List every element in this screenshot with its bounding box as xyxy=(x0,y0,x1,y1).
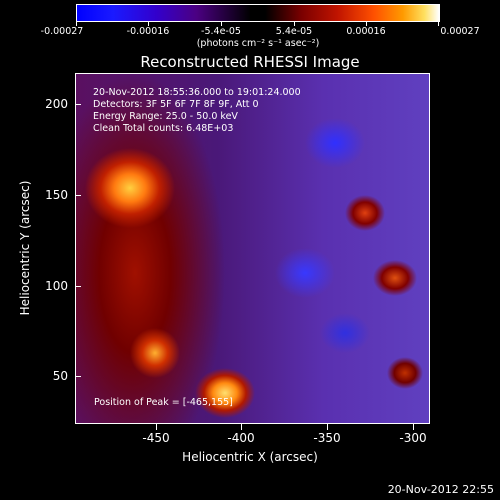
y-tick xyxy=(75,286,81,287)
image-title: Reconstructed RHESSI Image xyxy=(140,53,360,71)
x-axis-label: Heliocentric X (arcsec) xyxy=(182,450,318,464)
info-time-range: 20-Nov-2012 18:55:36.000 to 19:01:24.000 xyxy=(93,87,301,98)
colorbar-tick xyxy=(294,21,295,26)
peak-position: Position of Peak = [-465,155] xyxy=(94,397,233,408)
colorbar-tick xyxy=(221,21,222,26)
y-tick xyxy=(75,195,81,196)
x-tick-label: -350 xyxy=(313,431,341,445)
colorbar-tick-label: -0.00016 xyxy=(126,26,170,37)
colorbar-tick-label: -0.00027 xyxy=(40,26,84,37)
timestamp: 20-Nov-2012 22:55 xyxy=(387,483,494,496)
colorbar-tick xyxy=(148,21,149,26)
colorbar-tick xyxy=(76,21,77,26)
y-tick-label: 100 xyxy=(45,279,68,293)
x-tick xyxy=(327,424,328,430)
colorbar-tick-label: -5.4e-05 xyxy=(201,26,241,37)
x-tick-label: -300 xyxy=(399,431,427,445)
plot-frame xyxy=(75,73,430,424)
info-energy-range: Energy Range: 25.0 - 50.0 keV xyxy=(93,111,238,122)
x-tick xyxy=(413,424,414,430)
colorbar-tick-label: 5.4e-05 xyxy=(275,26,313,37)
info-detectors: Detectors: 3F 5F 6F 7F 8F 9F, Att 0 xyxy=(93,99,259,110)
y-tick-label: 150 xyxy=(45,188,68,202)
x-tick-label: -450 xyxy=(142,431,170,445)
y-axis-label: Heliocentric Y (arcsec) xyxy=(18,180,32,316)
y-tick xyxy=(75,104,81,105)
y-tick xyxy=(75,376,81,377)
x-tick xyxy=(241,424,242,430)
colorbar-tick xyxy=(438,21,439,26)
x-tick xyxy=(156,424,157,430)
colorbar-tick-label: 0.00027 xyxy=(440,26,480,37)
info-total-counts: Clean Total counts: 6.48E+03 xyxy=(93,123,234,134)
colorbar xyxy=(76,4,440,22)
x-tick-label: -400 xyxy=(227,431,255,445)
colorbar-units: (photons cm⁻² s⁻¹ asec⁻²) xyxy=(196,38,320,49)
rhessi-image xyxy=(75,73,430,424)
colorbar-tick-label: 0.00016 xyxy=(346,26,386,37)
y-tick-label: 50 xyxy=(52,369,68,383)
colorbar-tick xyxy=(366,21,367,26)
y-tick-label: 200 xyxy=(45,97,68,111)
